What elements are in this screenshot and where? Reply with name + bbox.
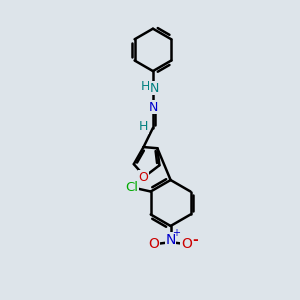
Text: +: + (172, 228, 181, 238)
Text: O: O (138, 171, 148, 184)
Text: O: O (181, 237, 192, 250)
Text: H: H (139, 120, 148, 133)
Text: -: - (193, 233, 198, 247)
Text: N: N (150, 82, 159, 95)
Text: N: N (165, 233, 176, 247)
Text: O: O (148, 237, 159, 250)
Text: N: N (148, 101, 158, 114)
Text: H: H (140, 80, 150, 93)
Text: Cl: Cl (126, 181, 139, 194)
